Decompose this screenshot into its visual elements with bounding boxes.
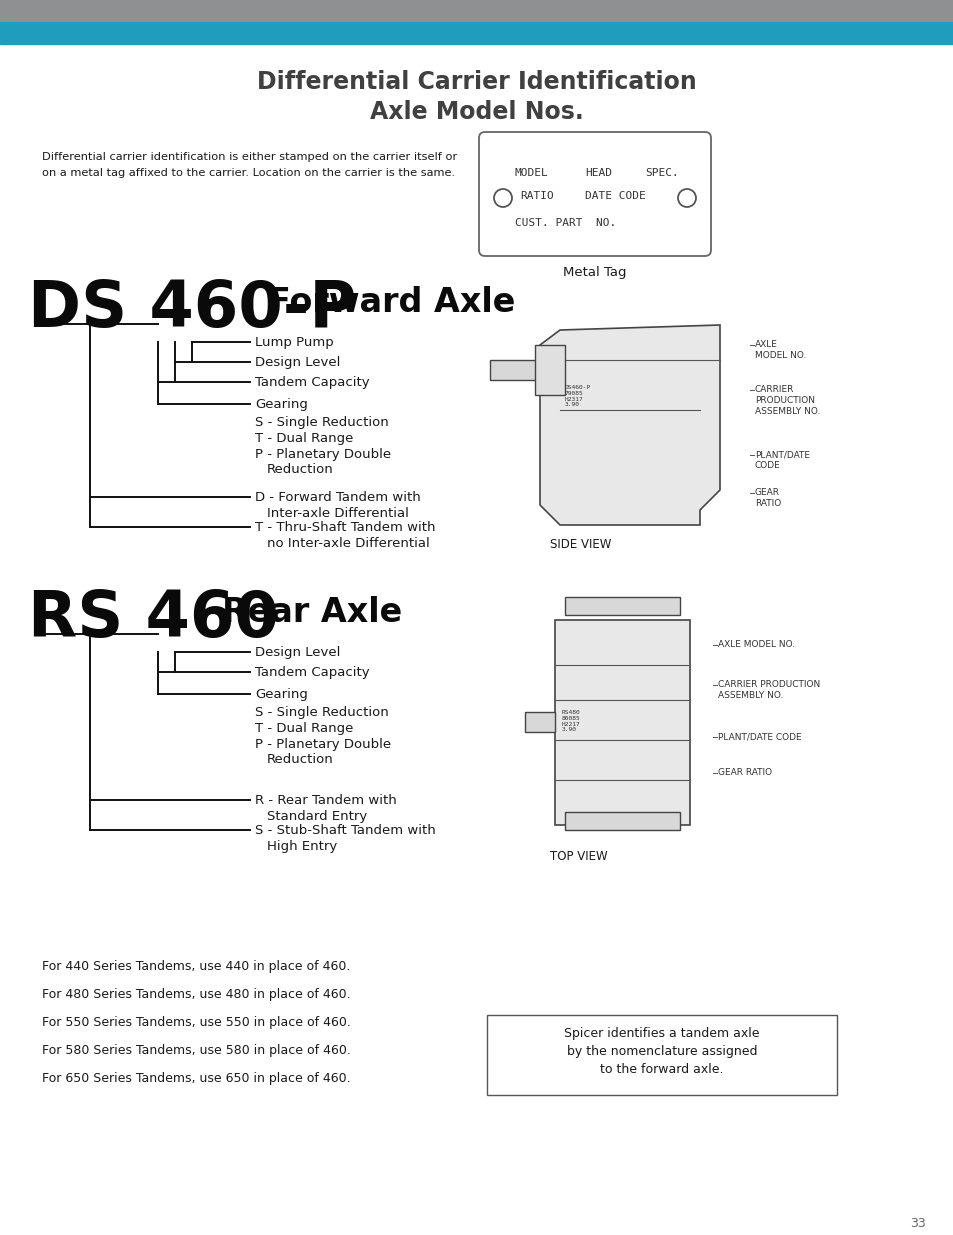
Text: PLANT/DATE CODE: PLANT/DATE CODE: [718, 732, 801, 741]
Text: Tandem Capacity: Tandem Capacity: [254, 666, 369, 679]
Text: Forward Axle: Forward Axle: [268, 287, 515, 319]
Text: DS460-P
79085
H2317
3.90: DS460-P 79085 H2317 3.90: [564, 385, 591, 408]
Text: Tandem Capacity: Tandem Capacity: [254, 375, 369, 389]
Text: Inter-axle Differential: Inter-axle Differential: [267, 508, 409, 520]
Bar: [564, 811, 679, 830]
Bar: [486, 1015, 836, 1095]
Text: R - Rear Tandem with: R - Rear Tandem with: [254, 794, 396, 806]
Bar: [0, 22, 953, 44]
Text: T - Thru-Shaft Tandem with: T - Thru-Shaft Tandem with: [254, 521, 435, 534]
Bar: [490, 359, 539, 380]
Text: GEAR
RATIO: GEAR RATIO: [754, 488, 781, 508]
Text: RATIO: RATIO: [519, 191, 553, 201]
Text: Standard Entry: Standard Entry: [267, 810, 367, 823]
Text: High Entry: High Entry: [267, 840, 337, 853]
Text: For 580 Series Tandems, use 580 in place of 460.: For 580 Series Tandems, use 580 in place…: [42, 1044, 351, 1057]
Text: SPEC.: SPEC.: [644, 168, 678, 178]
Text: DATE CODE: DATE CODE: [584, 191, 645, 201]
Text: HEAD: HEAD: [584, 168, 612, 178]
Text: For 650 Series Tandems, use 650 in place of 460.: For 650 Series Tandems, use 650 in place…: [42, 1072, 351, 1086]
Text: Axle Model Nos.: Axle Model Nos.: [370, 100, 583, 124]
Bar: [555, 620, 689, 825]
Text: SIDE VIEW: SIDE VIEW: [550, 538, 611, 551]
Text: TOP VIEW: TOP VIEW: [550, 850, 607, 863]
FancyBboxPatch shape: [478, 132, 710, 256]
Text: Rear Axle: Rear Axle: [222, 597, 402, 629]
Text: P - Planetary Double: P - Planetary Double: [254, 448, 391, 461]
Text: AXLE
MODEL NO.: AXLE MODEL NO.: [754, 340, 805, 361]
Text: CARRIER
PRODUCTION
ASSEMBLY NO.: CARRIER PRODUCTION ASSEMBLY NO.: [754, 385, 820, 416]
Text: Metal Tag: Metal Tag: [562, 266, 626, 279]
Text: T - Dual Range: T - Dual Range: [254, 722, 353, 735]
Text: RS480
80085
H2217
3.90: RS480 80085 H2217 3.90: [561, 710, 580, 732]
Text: S - Single Reduction: S - Single Reduction: [254, 416, 388, 429]
Text: AXLE MODEL NO.: AXLE MODEL NO.: [718, 640, 794, 650]
Text: Design Level: Design Level: [254, 356, 340, 369]
Text: RS 460: RS 460: [28, 588, 278, 650]
Text: PLANT/DATE
CODE: PLANT/DATE CODE: [754, 450, 809, 471]
Bar: [0, 0, 953, 22]
Text: Spicer identifies a tandem axle
by the nomenclature assigned
to the forward axle: Spicer identifies a tandem axle by the n…: [563, 1028, 759, 1076]
Circle shape: [494, 189, 512, 207]
Text: P - Planetary Double: P - Planetary Double: [254, 739, 391, 751]
Text: S - Single Reduction: S - Single Reduction: [254, 706, 388, 719]
Text: D - Forward Tandem with: D - Forward Tandem with: [254, 492, 420, 504]
Text: For 550 Series Tandems, use 550 in place of 460.: For 550 Series Tandems, use 550 in place…: [42, 1016, 351, 1029]
Text: For 480 Series Tandems, use 480 in place of 460.: For 480 Series Tandems, use 480 in place…: [42, 988, 351, 1002]
Text: S - Stub-Shaft Tandem with: S - Stub-Shaft Tandem with: [254, 824, 436, 837]
Text: no Inter-axle Differential: no Inter-axle Differential: [267, 537, 429, 550]
Text: Design Level: Design Level: [254, 646, 340, 659]
Text: on a metal tag affixed to the carrier. Location on the carrier is the same.: on a metal tag affixed to the carrier. L…: [42, 168, 455, 178]
Text: Differential Carrier Identification: Differential Carrier Identification: [257, 70, 696, 94]
Circle shape: [678, 189, 696, 207]
Text: For 440 Series Tandems, use 440 in place of 460.: For 440 Series Tandems, use 440 in place…: [42, 960, 350, 973]
Text: CUST. PART  NO.: CUST. PART NO.: [515, 219, 616, 228]
Text: Reduction: Reduction: [267, 753, 334, 766]
Bar: [535, 345, 564, 395]
Text: Gearing: Gearing: [254, 398, 308, 411]
Text: GEAR RATIO: GEAR RATIO: [718, 768, 771, 777]
Bar: [564, 597, 679, 615]
Polygon shape: [539, 325, 720, 525]
Text: CARRIER PRODUCTION
ASSEMBLY NO.: CARRIER PRODUCTION ASSEMBLY NO.: [718, 680, 820, 700]
Bar: [524, 713, 555, 732]
Text: Reduction: Reduction: [267, 463, 334, 475]
Text: Lump Pump: Lump Pump: [254, 336, 334, 350]
Text: Differential carrier identification is either stamped on the carrier itself or: Differential carrier identification is e…: [42, 152, 456, 162]
Text: Gearing: Gearing: [254, 688, 308, 701]
Text: T - Dual Range: T - Dual Range: [254, 432, 353, 445]
Text: MODEL: MODEL: [515, 168, 548, 178]
Text: DS 460-P: DS 460-P: [28, 278, 355, 340]
Text: 33: 33: [909, 1216, 925, 1230]
